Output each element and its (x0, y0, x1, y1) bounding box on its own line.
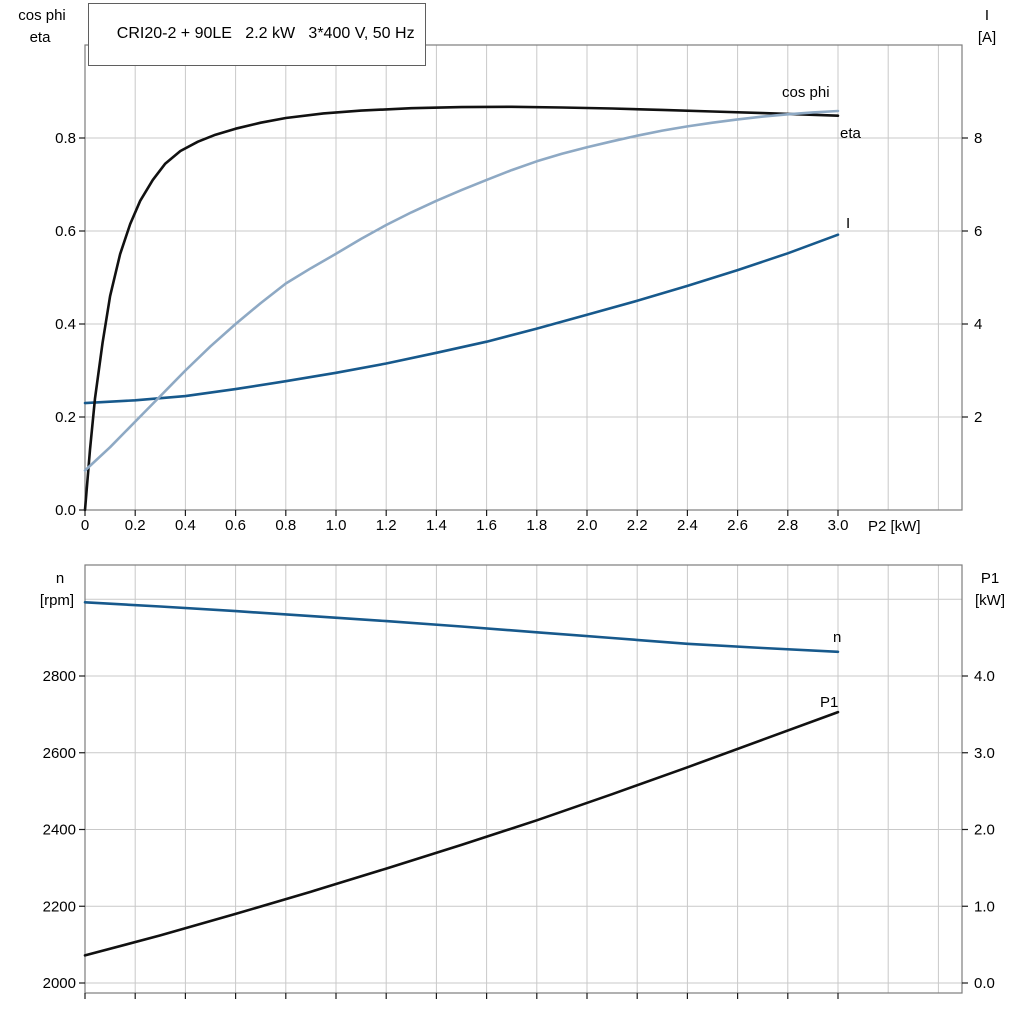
bottom-left-axis-label-n: n (56, 570, 64, 587)
left-tick-label: 0.8 (55, 130, 76, 147)
p1-curve-label: P1 (820, 694, 838, 711)
top-right-axis-label-amp: [A] (978, 29, 996, 46)
gridlines (84, 44, 962, 993)
x-tick-label: 1.8 (526, 517, 547, 534)
x-tick-label: 1.4 (426, 517, 447, 534)
n-curve-label: n (833, 629, 841, 646)
top-left-axis-label-cosphi: cos phi (18, 7, 66, 24)
left-tick-label: 0.0 (55, 502, 76, 519)
tick-marks-and-labels: 0 0.2 0.4 0.6 0.8 1.0 1.2 1.4 1.6 1.8 2.0 2.2 2.4 2.6… (43, 130, 995, 999)
right-tick-label: 6 (974, 223, 982, 240)
eta-curve (83, 105, 840, 512)
chart-title-box: CRI20-2 + 90LE 2.2 kW 3*400 V, 50 Hz (88, 3, 426, 66)
cos-phi-curve-label: cos phi (782, 84, 830, 101)
n-curve (83, 601, 840, 654)
left-tick-label: 2800 (43, 668, 76, 685)
bottom-right-axis-label-kw: [kW] (975, 592, 1005, 609)
left-tick-label: 0.4 (55, 316, 76, 333)
right-tick-label: 2 (974, 409, 982, 426)
bottom-left-axis-label-rpm: [rpm] (40, 592, 74, 609)
plot-borders (84, 44, 963, 994)
top-right-axis-label-i: I (985, 7, 989, 24)
x-tick-label: 1.6 (476, 517, 497, 534)
left-tick-label: 0.6 (55, 223, 76, 240)
axis-corner-labels: cos phi eta I [A] P2 [kW] n [rpm] P1 [kW… (18, 7, 1005, 609)
x-tick-label: 1.2 (376, 517, 397, 534)
right-tick-label: 3.0 (974, 745, 995, 762)
chart-title: CRI20-2 + 90LE 2.2 kW 3*400 V, 50 Hz (116, 25, 415, 42)
right-tick-label: 8 (974, 130, 982, 147)
left-tick-label: 2000 (43, 975, 76, 992)
left-tick-label: 2200 (43, 898, 76, 915)
cos-phi-curve (83, 109, 840, 472)
right-tick-label: 4.0 (974, 668, 995, 685)
right-tick-label: 4 (974, 316, 982, 333)
right-tick-label: 1.0 (974, 898, 995, 915)
x-tick-label: 1.0 (326, 517, 347, 534)
i-curve-label: I (846, 215, 850, 232)
eta-curve-label: eta (840, 125, 862, 142)
x-tick-label: 0.8 (275, 517, 296, 534)
i-curve (83, 233, 840, 405)
x-tick-label: 2.8 (777, 517, 798, 534)
x-tick-label: 0.6 (225, 517, 246, 534)
x-tick-label: 2.2 (627, 517, 648, 534)
right-tick-label: 2.0 (974, 822, 995, 839)
right-tick-label: 0.0 (974, 975, 995, 992)
x-tick-label: 0 (81, 517, 89, 534)
x-tick-label: 2.4 (677, 517, 698, 534)
top-left-axis-label-eta: eta (30, 29, 52, 46)
bottom-right-axis-label-p1: P1 (981, 570, 999, 587)
x-tick-label: 0.2 (125, 517, 146, 534)
left-tick-label: 2400 (43, 822, 76, 839)
x-tick-label: 3.0 (828, 517, 849, 534)
left-tick-label: 2600 (43, 745, 76, 762)
x-tick-label: 2.6 (727, 517, 748, 534)
x-tick-label: 2.0 (577, 517, 598, 534)
x-axis-label: P2 [kW] (868, 518, 921, 535)
x-tick-label: 0.4 (175, 517, 196, 534)
left-tick-label: 0.2 (55, 409, 76, 426)
p1-curve (83, 710, 840, 957)
